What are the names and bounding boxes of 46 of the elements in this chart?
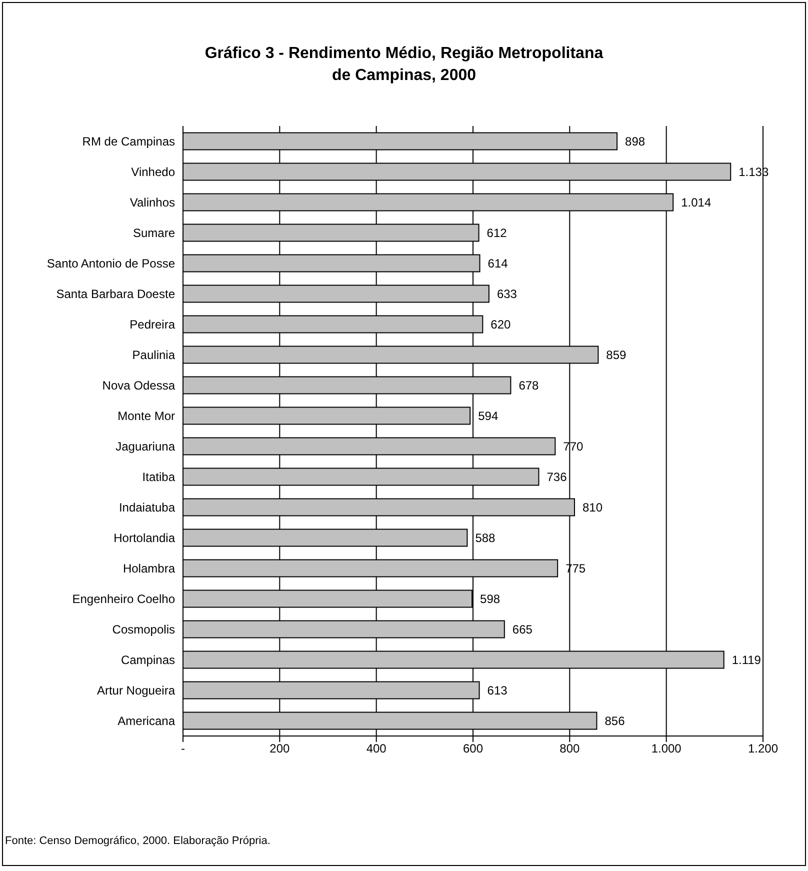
data-label: 1.119 [732, 652, 762, 667]
data-label: 1.014 [681, 195, 712, 210]
x-tick-label: 600 [462, 742, 484, 756]
x-tick-label: 200 [270, 742, 290, 756]
y-tick-label: Sumare [132, 226, 176, 240]
y-tick-label: Cosmopolis [112, 622, 175, 637]
data-label: 598 [480, 592, 500, 606]
data-label: 898 [625, 134, 646, 148]
y-tick-label: Valinhos [130, 196, 175, 210]
y-tick-label: Nova Odessa [102, 378, 176, 393]
data-label: 736 [546, 470, 568, 484]
y-tick-label: Vinhedo [131, 165, 176, 180]
y-tick-label: Pedreira [130, 318, 176, 332]
data-label: 665 [512, 622, 533, 636]
data-label: 859 [606, 348, 627, 362]
y-tick-label: Indaiatuba [118, 500, 176, 515]
x-tick-label: 400 [366, 742, 387, 756]
x-tick-label: 1.200 [748, 742, 778, 756]
chart-title: Gráfico 3 - Rendimento Médio, Região Metropolitana de Campinas, 2000 [204, 44, 604, 86]
y-tick-label: Americana [118, 714, 176, 728]
x-tick-label: - [181, 742, 185, 756]
data-label: 678 [518, 378, 540, 392]
x-tick-label: 800 [560, 742, 580, 756]
data-label: 810 [582, 500, 603, 514]
y-tick-label: Holambra [122, 562, 176, 576]
y-tick-label: Artur Nogueira [96, 684, 176, 698]
y-tick-label: Paulinia [132, 348, 176, 362]
data-label: 588 [475, 530, 496, 545]
data-label: 613 [487, 683, 508, 698]
x-tick-label: 1.000 [651, 742, 682, 756]
y-tick-label: Monte Mor [118, 409, 175, 424]
data-label: 620 [490, 317, 512, 332]
y-tick-label: Campinas [120, 653, 175, 668]
data-label: 633 [496, 286, 518, 301]
source-note: Fonte: Censo Demográfico, 2000. Elaboração Própria. [5, 835, 270, 847]
y-tick-label: Santo Antonio de Posse [46, 256, 176, 271]
data-label: 594 [478, 408, 498, 423]
data-label: 856 [604, 714, 626, 728]
data-label: 612 [486, 226, 508, 240]
data-label: 614 [488, 256, 508, 270]
y-tick-label: Itatiba [142, 470, 176, 484]
y-tick-label: Santa Barbara Doeste [56, 287, 176, 302]
y-tick-label: RM de Campinas [82, 134, 175, 149]
y-tick-label: Hortolandia [114, 531, 176, 546]
y-tick-label: Jaguariuna [116, 440, 176, 454]
y-tick-label: Engenheiro Coelho [72, 592, 176, 606]
